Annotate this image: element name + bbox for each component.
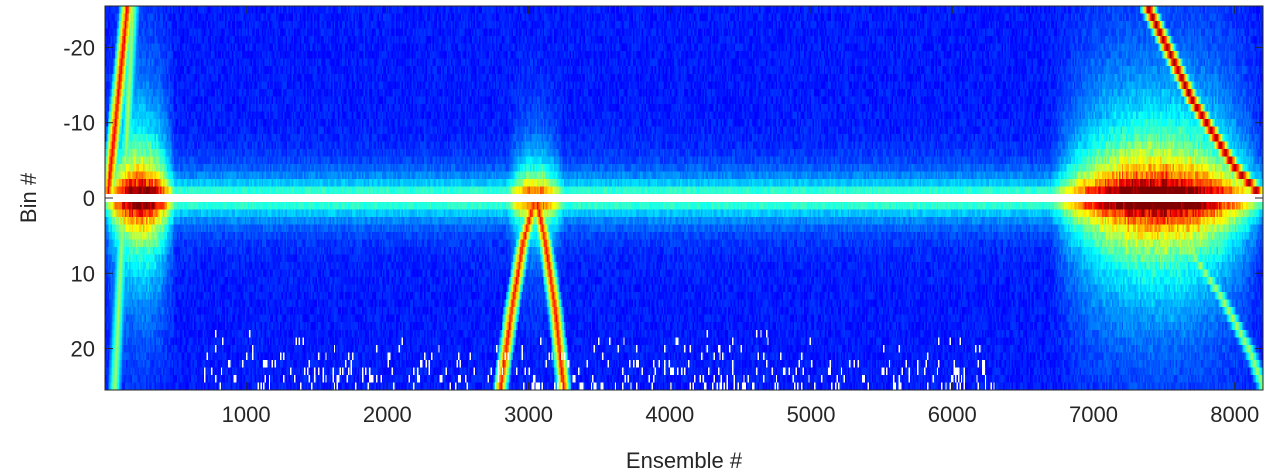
x-tick-label: 5000	[787, 402, 836, 427]
y-tick-label: 20	[71, 337, 95, 362]
x-tick-label: 2000	[363, 402, 412, 427]
x-tick-label: 1000	[222, 402, 271, 427]
x-tick-label: 4000	[645, 402, 694, 427]
x-tick-label: 8000	[1210, 402, 1259, 427]
x-tick-label: 3000	[504, 402, 553, 427]
x-axis-label: Ensemble #	[626, 448, 743, 473]
y-tick-label: -20	[63, 35, 95, 60]
y-axis-label: Bin #	[16, 172, 41, 223]
y-axis-ticks: -20 -10 0 10 20	[63, 35, 1263, 362]
x-axis-ticks: 1000 2000 3000 4000 5000 6000 7000 8000	[222, 6, 1259, 427]
x-tick-label: 6000	[928, 402, 977, 427]
x-tick-label: 7000	[1069, 402, 1118, 427]
heatmap-image	[105, 6, 1263, 390]
y-tick-label: 10	[71, 261, 95, 286]
y-tick-label: 0	[83, 186, 95, 211]
y-tick-label: -10	[63, 111, 95, 136]
